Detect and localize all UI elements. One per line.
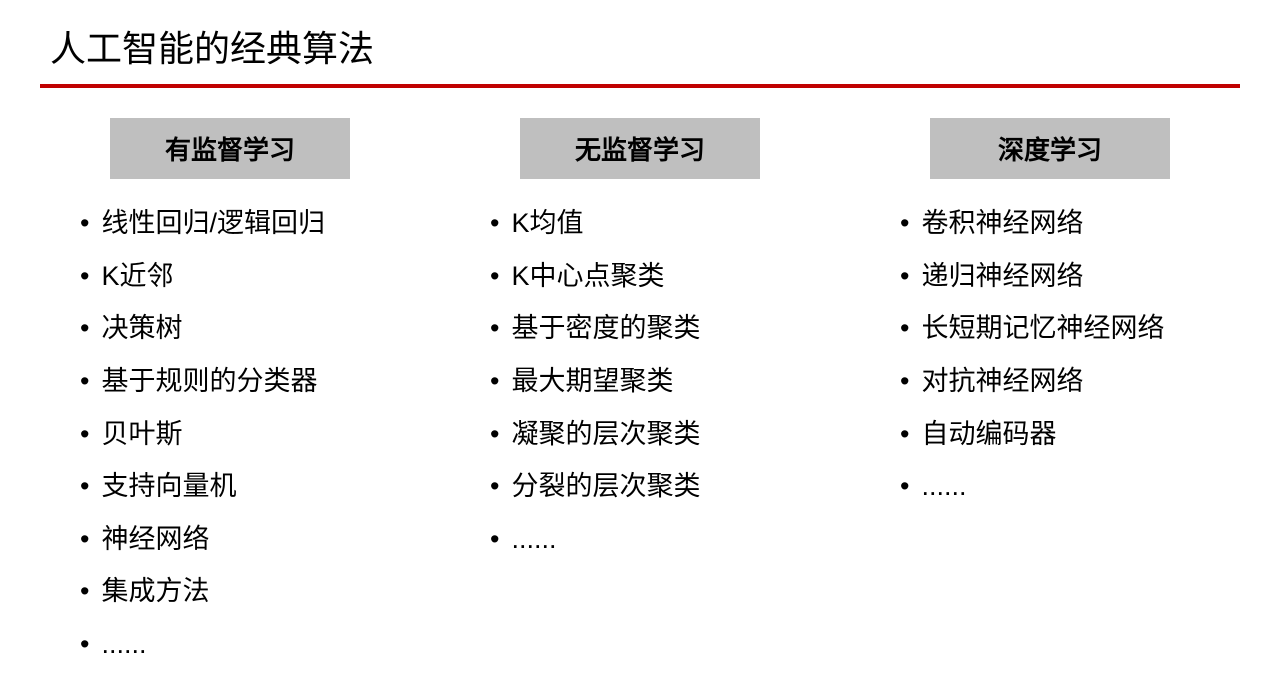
columns-container: 有监督学习 线性回归/逻辑回归 K近邻 决策树 基于规则的分类器 贝叶斯 支持向… (40, 118, 1240, 671)
column-deeplearning: 深度学习 卷积神经网络 递归神经网络 长短期记忆神经网络 对抗神经网络 自动编码… (890, 118, 1240, 671)
list-item: K中心点聚类 (480, 250, 830, 303)
list-item: 长短期记忆神经网络 (890, 302, 1240, 355)
item-list-supervised: 线性回归/逻辑回归 K近邻 决策树 基于规则的分类器 贝叶斯 支持向量机 神经网… (70, 197, 420, 671)
slide-title: 人工智能的经典算法 (40, 20, 1240, 72)
column-header-unsupervised: 无监督学习 (520, 118, 760, 179)
list-item: ...... (70, 618, 420, 671)
column-header-supervised: 有监督学习 (110, 118, 350, 179)
list-item: 贝叶斯 (70, 408, 420, 461)
title-divider (40, 84, 1240, 88)
list-item: ...... (890, 460, 1240, 513)
list-item: 决策树 (70, 302, 420, 355)
list-item: 支持向量机 (70, 460, 420, 513)
list-item: 递归神经网络 (890, 250, 1240, 303)
column-supervised: 有监督学习 线性回归/逻辑回归 K近邻 决策树 基于规则的分类器 贝叶斯 支持向… (70, 118, 420, 671)
list-item: ...... (480, 513, 830, 566)
item-list-deeplearning: 卷积神经网络 递归神经网络 长短期记忆神经网络 对抗神经网络 自动编码器 ...… (890, 197, 1240, 513)
list-item: 卷积神经网络 (890, 197, 1240, 250)
list-item: 自动编码器 (890, 408, 1240, 461)
list-item: 最大期望聚类 (480, 355, 830, 408)
list-item: 集成方法 (70, 565, 420, 618)
list-item: 基于密度的聚类 (480, 302, 830, 355)
column-unsupervised: 无监督学习 K均值 K中心点聚类 基于密度的聚类 最大期望聚类 凝聚的层次聚类 … (480, 118, 830, 671)
list-item: 分裂的层次聚类 (480, 460, 830, 513)
list-item: 神经网络 (70, 513, 420, 566)
column-header-deeplearning: 深度学习 (930, 118, 1170, 179)
list-item: 凝聚的层次聚类 (480, 408, 830, 461)
list-item: K均值 (480, 197, 830, 250)
list-item: K近邻 (70, 250, 420, 303)
list-item: 线性回归/逻辑回归 (70, 197, 420, 250)
list-item: 对抗神经网络 (890, 355, 1240, 408)
list-item: 基于规则的分类器 (70, 355, 420, 408)
item-list-unsupervised: K均值 K中心点聚类 基于密度的聚类 最大期望聚类 凝聚的层次聚类 分裂的层次聚… (480, 197, 830, 565)
